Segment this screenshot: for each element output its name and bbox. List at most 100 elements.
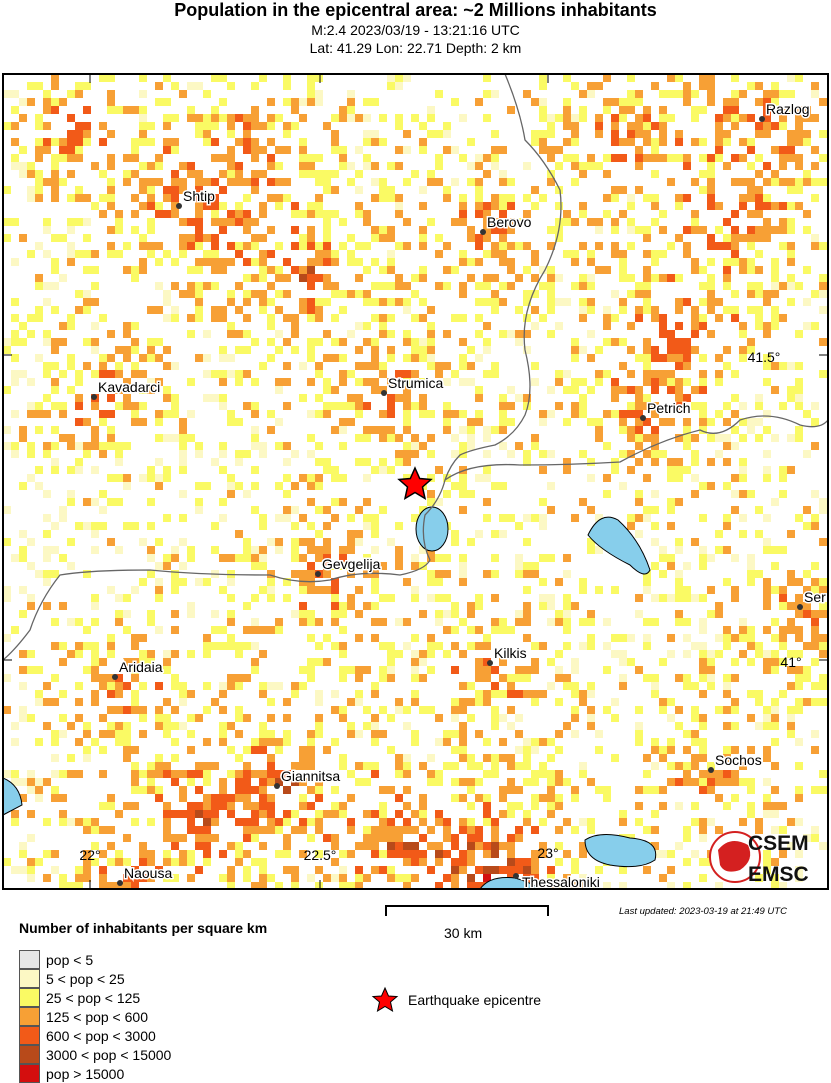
population-cell [275,826,283,834]
population-cell [715,882,723,889]
population-cell [251,138,259,146]
population-cell [371,682,379,690]
population-cell [491,554,499,562]
population-cell [747,162,755,170]
population-cell [323,746,331,754]
population-cell [803,226,811,234]
population-cell [19,146,27,154]
population-cell [571,658,579,666]
population-cell [787,602,795,610]
population-cell [123,242,131,250]
population-cell [99,658,107,666]
population-cell [35,778,43,786]
population-cell [139,266,147,274]
population-cell [291,546,299,554]
population-cell [171,842,179,850]
population-cell [195,290,203,298]
population-cell [11,450,19,458]
population-cell [403,306,411,314]
population-cell [91,650,99,658]
population-cell [243,298,251,306]
population-cell [251,562,259,570]
population-cell [819,578,827,586]
population-cell [667,650,675,658]
population-cell [371,738,379,746]
population-cell [243,874,251,882]
population-cell [83,106,91,114]
population-cell [387,834,395,842]
population-cell [283,122,291,130]
population-cell [683,378,691,386]
population-cell [227,154,235,162]
population-cell [251,738,259,746]
population-cell [451,778,459,786]
population-cell [507,650,515,658]
population-cell [107,586,115,594]
population-cell [243,146,251,154]
population-cell [667,506,675,514]
population-cell [163,346,171,354]
population-cell [779,202,787,210]
population-cell [299,242,307,250]
population-cell [811,242,819,250]
population-cell [755,250,763,258]
population-cell [731,370,739,378]
population-cell [123,106,131,114]
population-cell [43,778,51,786]
population-cell [307,482,315,490]
population-cell [675,594,683,602]
population-cell [227,722,235,730]
population-cell [139,474,147,482]
population-cell [387,378,395,386]
population-cell [91,338,99,346]
population-cell [363,338,371,346]
population-cell [51,338,59,346]
population-cell [59,274,67,282]
population-cell [819,650,827,658]
population-cell [315,306,323,314]
population-cell [787,298,795,306]
population-cell [83,818,91,826]
population-cell [139,386,147,394]
population-cell [283,578,291,586]
population-cell [171,258,179,266]
population-cell [611,114,619,122]
population-cell [811,786,819,794]
population-cell [91,698,99,706]
population-cell [755,874,763,882]
population-cell [323,506,331,514]
population-cell [91,858,99,866]
population-cell [579,842,587,850]
population-cell [579,210,587,218]
population-cell [555,298,563,306]
population-cell [19,866,27,874]
population-cell [771,314,779,322]
population-cell [819,370,827,378]
population-cell [35,570,43,578]
population-cell [547,130,555,138]
population-cell [11,770,19,778]
population-cell [603,266,611,274]
population-cell [251,626,259,634]
population-cell [691,778,699,786]
population-cell [115,618,123,626]
population-cell [795,130,803,138]
population-cell [275,738,283,746]
population-cell [763,218,771,226]
population-cell [747,426,755,434]
population-cell [739,474,747,482]
population-cell [683,194,691,202]
population-cell [251,178,259,186]
population-cell [131,362,139,370]
population-cell [355,322,363,330]
population-cell [555,218,563,226]
population-cell [323,226,331,234]
population-cell [27,442,35,450]
population-cell [43,442,51,450]
population-cell [659,450,667,458]
population-cell [283,818,291,826]
population-cell [91,346,99,354]
population-cell [339,378,347,386]
population-cell [59,178,67,186]
population-cell [819,290,827,298]
